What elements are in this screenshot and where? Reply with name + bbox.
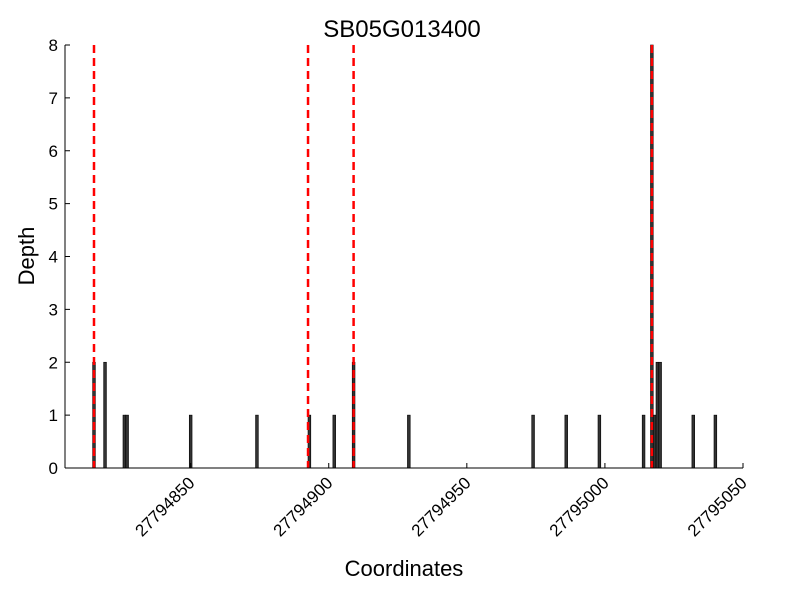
x-tick-label: 27794850 xyxy=(132,473,199,540)
x-tick-label: 27795000 xyxy=(546,473,613,540)
y-tick-label: 2 xyxy=(49,353,58,372)
y-tick-label: 6 xyxy=(49,142,58,161)
bar xyxy=(641,414,646,469)
x-tick-label: 27794900 xyxy=(270,473,337,540)
y-tick-label: 3 xyxy=(49,300,58,319)
y-tick-label: 1 xyxy=(49,406,58,425)
chart-title: SB05G013400 xyxy=(323,16,480,43)
x-tick-label: 27795050 xyxy=(684,473,751,540)
bar xyxy=(655,361,660,469)
bar xyxy=(332,414,336,469)
y-tick-label: 7 xyxy=(49,89,58,108)
bar xyxy=(652,414,657,469)
bar xyxy=(255,414,259,469)
bar xyxy=(713,414,718,469)
x-tick-label: 27794950 xyxy=(408,473,475,540)
bar xyxy=(658,361,662,469)
x-axis-label: Coordinates xyxy=(345,556,464,581)
bar xyxy=(531,414,535,469)
bar xyxy=(103,361,107,469)
bar xyxy=(597,414,602,469)
y-axis-label: Depth xyxy=(14,227,39,286)
bar xyxy=(564,414,568,469)
bar xyxy=(691,414,695,469)
bar xyxy=(125,414,129,469)
bar xyxy=(188,414,193,469)
y-tick-label: 0 xyxy=(49,459,58,478)
y-tick-label: 4 xyxy=(49,248,58,267)
bar xyxy=(407,414,411,469)
y-tick-label: 5 xyxy=(49,195,58,214)
bar xyxy=(122,414,127,469)
y-tick-label: 8 xyxy=(49,36,58,55)
